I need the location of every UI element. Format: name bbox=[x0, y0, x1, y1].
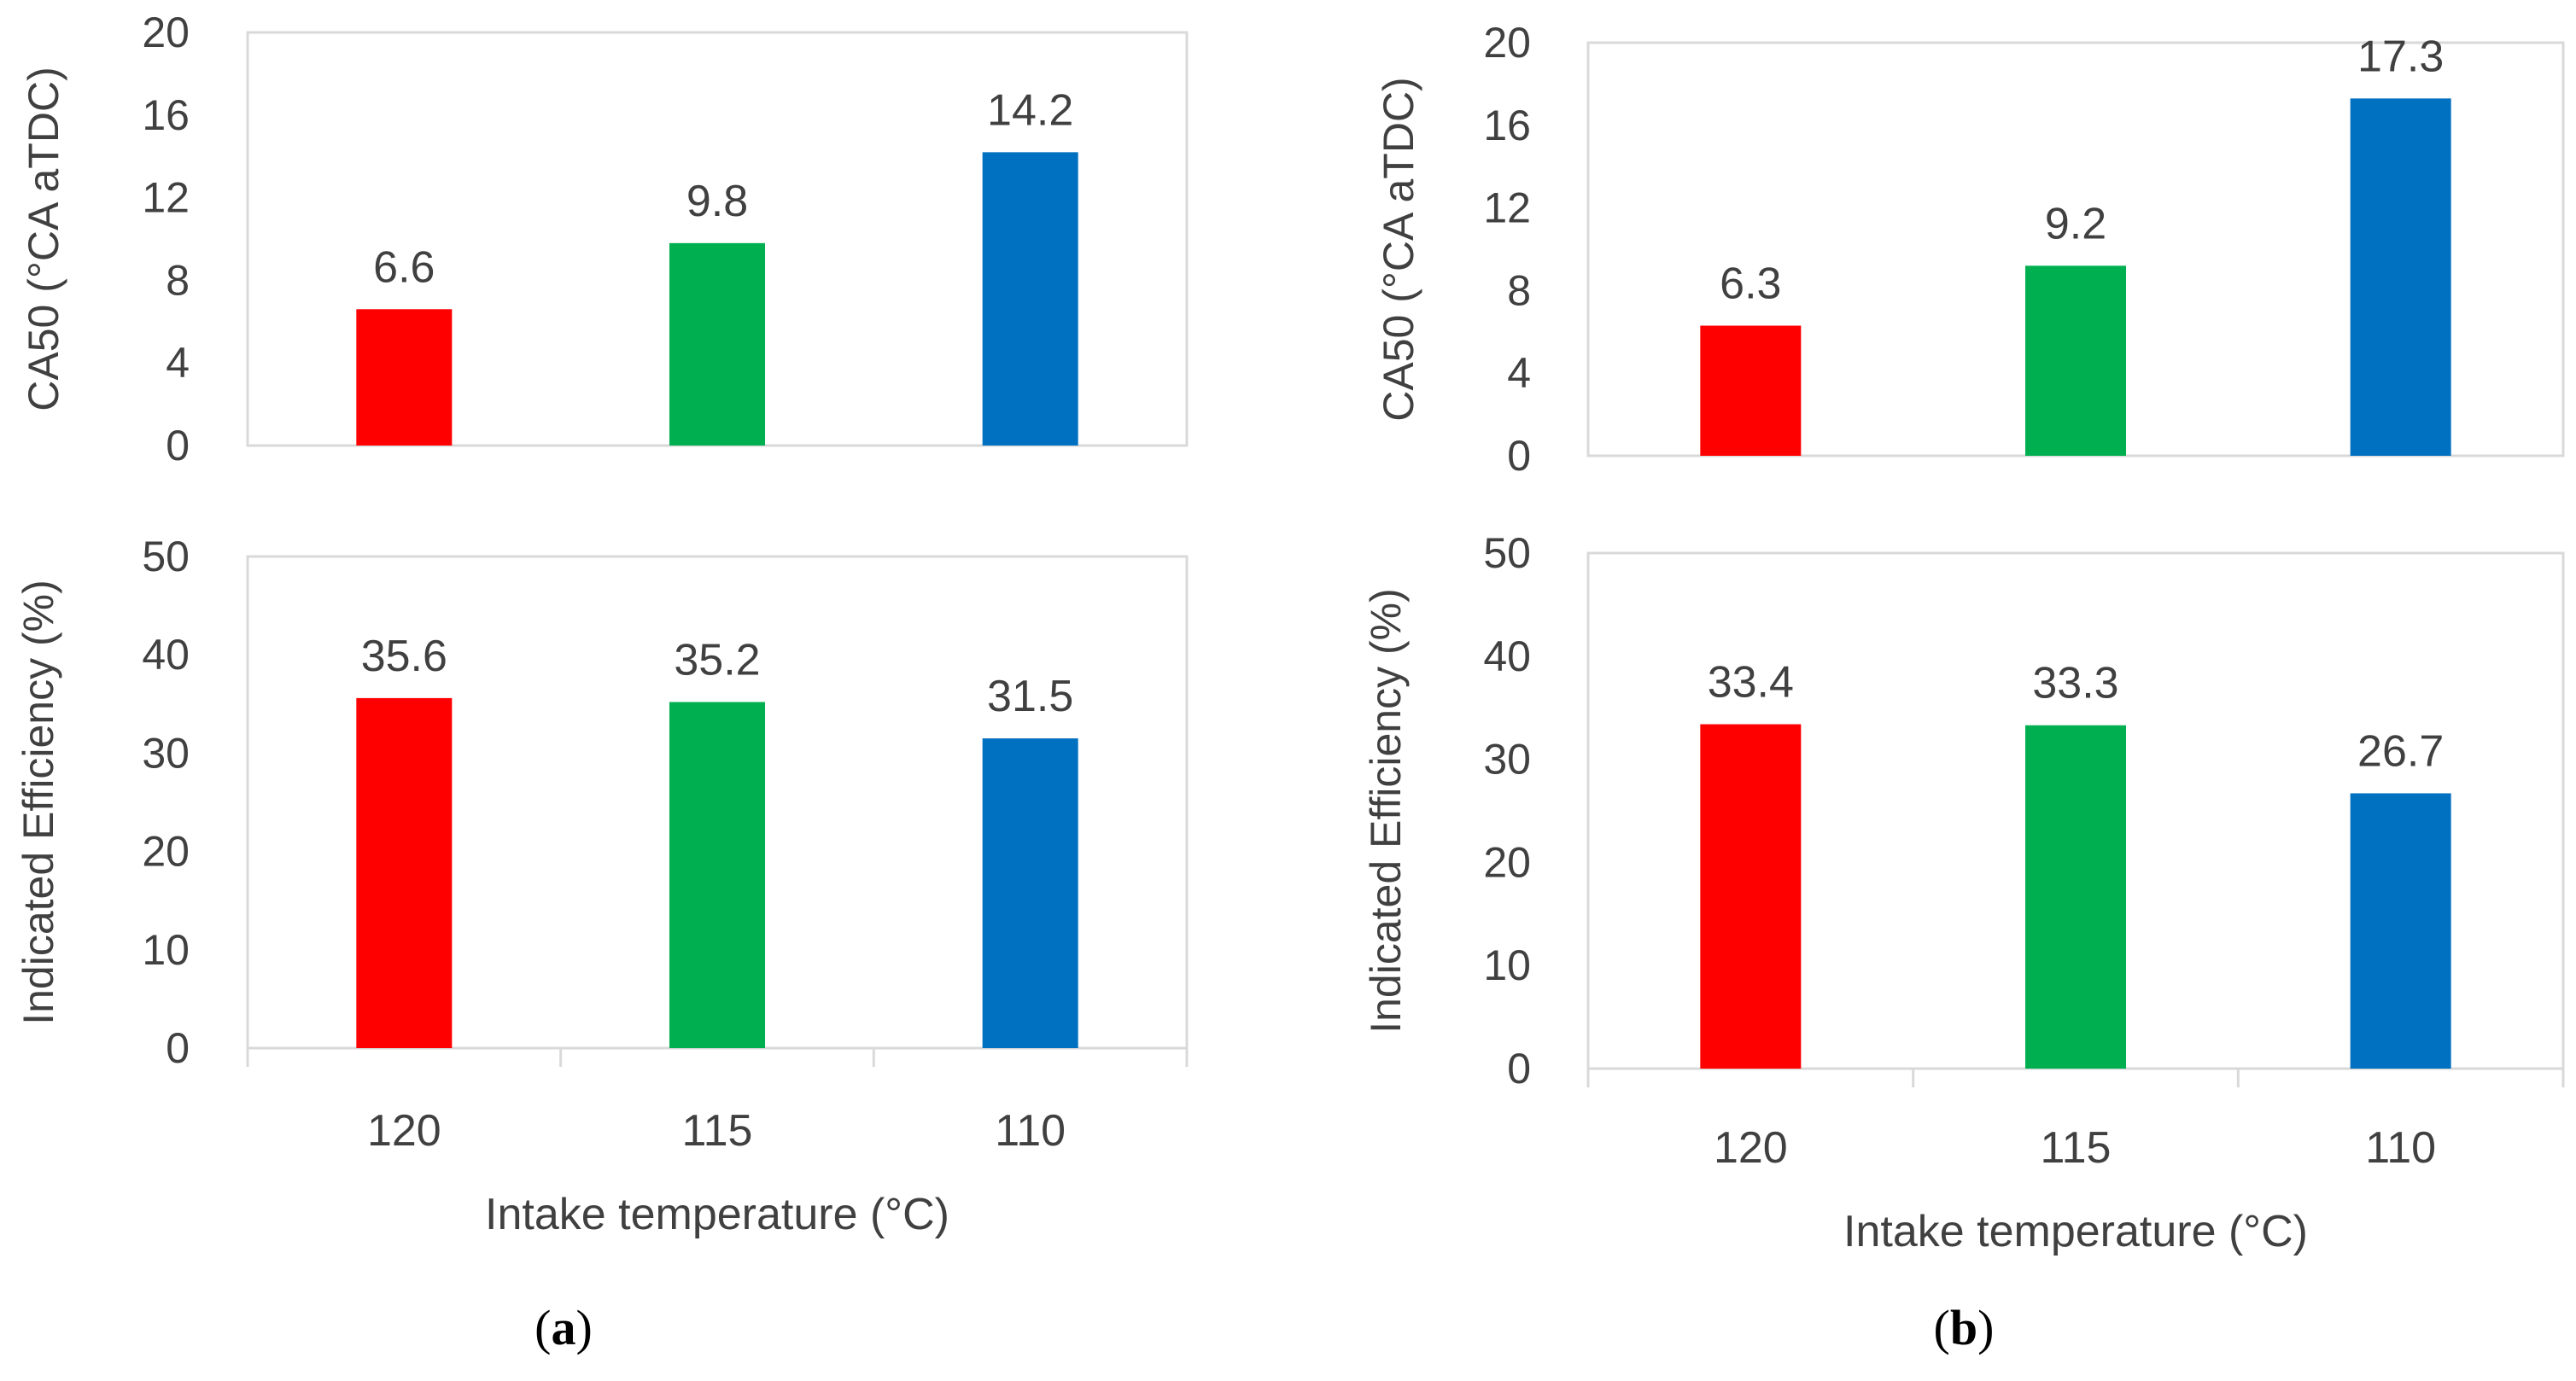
bar-115 bbox=[2025, 725, 2126, 1069]
y-axis-label: CA50 (°CA aTDC) bbox=[20, 67, 67, 411]
y-tick-label: 10 bbox=[142, 926, 190, 974]
x-tick-label: 120 bbox=[1714, 1123, 1788, 1173]
data-label: 14.2 bbox=[987, 85, 1073, 135]
y-axis-label: CA50 (°CA aTDC) bbox=[1375, 77, 1422, 421]
y-tick-label: 0 bbox=[166, 422, 190, 469]
y-tick-label: 20 bbox=[1483, 838, 1531, 886]
x-axis-label: Intake temperature (°C) bbox=[485, 1190, 949, 1239]
y-tick-label: 4 bbox=[166, 339, 190, 387]
bar-115 bbox=[669, 702, 765, 1048]
y-tick-label: 0 bbox=[1507, 1045, 1531, 1093]
x-tick-label: 115 bbox=[682, 1106, 753, 1156]
x-axis-label: Intake temperature (°C) bbox=[1843, 1207, 2308, 1256]
chart-b-efficiency: 0 10 20 30 40 50 Indicated Efficiency (%) 33.4 3… bbox=[1362, 529, 2565, 1256]
y-tick-label: 40 bbox=[142, 631, 190, 679]
bar-120 bbox=[356, 309, 453, 446]
data-label: 35.6 bbox=[361, 632, 447, 681]
x-tick-label: 110 bbox=[995, 1106, 1066, 1156]
caption-a-letter: a bbox=[552, 1300, 576, 1355]
chart-b-ca50: 0 4 8 12 16 20 CA50 (°CA aTDC) 6.3 9.2 17.3 bbox=[1375, 19, 2565, 480]
data-label: 26.7 bbox=[2357, 726, 2444, 776]
bar-120 bbox=[1700, 325, 1802, 456]
y-axis-label: Indicated Efficiency (%) bbox=[15, 580, 62, 1025]
data-label: 9.2 bbox=[2045, 199, 2106, 248]
y-tick-label: 20 bbox=[1483, 19, 1531, 67]
caption-a: (a) bbox=[534, 1300, 593, 1355]
bar-115 bbox=[2025, 265, 2126, 456]
caption-b-letter: b bbox=[1950, 1300, 1977, 1355]
y-tick-label: 16 bbox=[142, 91, 190, 139]
y-tick-label: 20 bbox=[142, 828, 190, 876]
data-label: 6.6 bbox=[373, 242, 435, 292]
y-tick-label: 20 bbox=[142, 9, 190, 56]
y-tick-label: 30 bbox=[1483, 736, 1531, 784]
y-tick-label: 12 bbox=[1483, 184, 1531, 232]
bar-110 bbox=[2350, 98, 2451, 456]
data-label: 35.2 bbox=[674, 635, 760, 685]
data-label: 33.4 bbox=[1708, 658, 1794, 708]
y-tick-label: 40 bbox=[1483, 632, 1531, 680]
bar-110 bbox=[982, 738, 1078, 1048]
chart-a-ca50: 0 4 8 12 16 20 CA50 (°CA aTDC) 6.6 9.8 14.2 bbox=[20, 9, 1189, 469]
y-tick-label: 12 bbox=[142, 174, 190, 222]
y-tick-label: 10 bbox=[1483, 941, 1531, 989]
data-label: 31.5 bbox=[987, 672, 1073, 721]
y-tick-label: 30 bbox=[142, 729, 190, 777]
y-tick-label: 50 bbox=[1483, 529, 1531, 577]
caption-b: (b) bbox=[1934, 1300, 1995, 1355]
y-tick-label: 0 bbox=[1507, 432, 1531, 480]
bar-120 bbox=[1700, 724, 1802, 1069]
y-tick-label: 16 bbox=[1483, 102, 1531, 149]
x-tick-label: 115 bbox=[2041, 1123, 2112, 1173]
y-tick-label: 8 bbox=[1507, 266, 1531, 314]
y-tick-label: 8 bbox=[166, 256, 190, 304]
data-label: 33.3 bbox=[2032, 659, 2118, 708]
data-label: 6.3 bbox=[1720, 259, 1781, 309]
chart-a-efficiency: 0 10 20 30 40 50 Indicated Efficiency (%) 35.6 3… bbox=[15, 533, 1189, 1239]
y-tick-label: 50 bbox=[142, 533, 190, 580]
bar-120 bbox=[356, 697, 453, 1048]
y-axis-label: Indicated Efficiency (%) bbox=[1362, 588, 1410, 1034]
y-tick-label: 4 bbox=[1507, 349, 1531, 397]
data-label: 17.3 bbox=[2357, 32, 2444, 81]
bar-110 bbox=[2350, 793, 2451, 1069]
y-tick-label: 0 bbox=[166, 1024, 190, 1072]
x-tick-label: 110 bbox=[2365, 1123, 2436, 1173]
bar-110 bbox=[982, 152, 1078, 446]
bar-115 bbox=[669, 242, 765, 446]
data-label: 9.8 bbox=[686, 177, 748, 226]
charts-layer: 0 4 8 12 16 20 CA50 (°CA aTDC) 6.6 9.8 14.2 0 10 20 3… bbox=[15, 9, 2565, 1256]
x-tick-label: 120 bbox=[367, 1106, 441, 1156]
